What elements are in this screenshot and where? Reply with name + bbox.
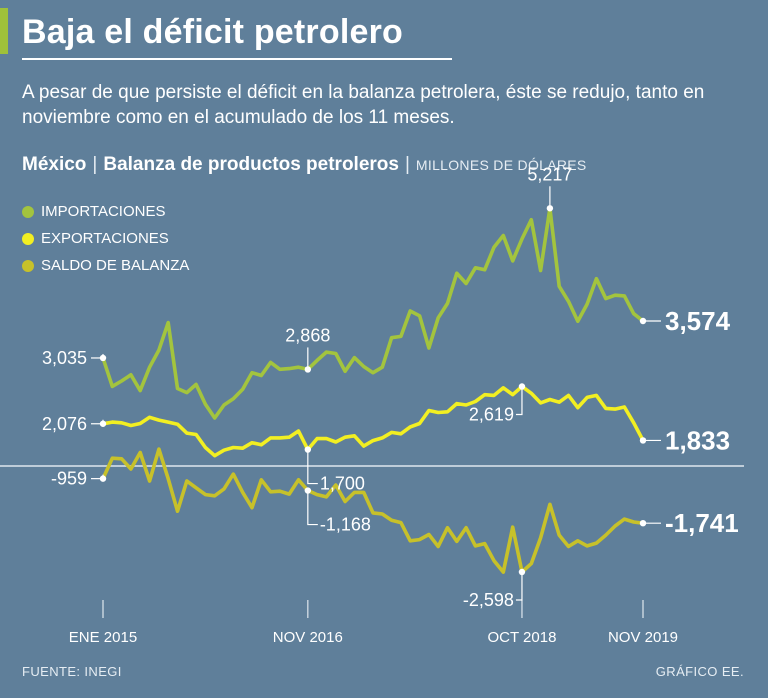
legend-dot-saldo xyxy=(22,259,34,272)
annotation-label-6: 2,619 xyxy=(469,405,514,425)
page-title: Baja el déficit petrolero xyxy=(22,13,403,51)
annotation-leader-9 xyxy=(307,490,318,526)
x-tick-label-2: OCT 2018 xyxy=(487,629,556,646)
annotation-leader-6 xyxy=(515,386,523,416)
annotation-dot-1 xyxy=(304,366,312,373)
annotation-dot-6 xyxy=(518,383,526,390)
annotation-label-5: 1,700 xyxy=(320,474,365,494)
annotation-dot-11 xyxy=(639,519,647,527)
exportaciones-line xyxy=(101,384,645,458)
chart-legend: IMPORTACIONES EXPORTACIONES SALDO DE BAL… xyxy=(22,198,189,279)
annotation-dot-7 xyxy=(639,437,647,444)
legend-item-saldo: SALDO DE BALANZA xyxy=(22,252,189,279)
annotation-label-11: -1,741 xyxy=(665,508,739,538)
legend-label-saldo: SALDO DE BALANZA xyxy=(41,257,190,274)
title-underline xyxy=(22,58,452,60)
annotation-label-0: 3,035 xyxy=(42,348,87,368)
annotation-label-3: 3,574 xyxy=(665,306,731,336)
annotation-dot-8 xyxy=(99,475,107,482)
x-tick-label-1: NOV 2016 xyxy=(273,629,343,646)
source-note: FUENTE: INEGI xyxy=(22,664,122,679)
annotation-dot-10 xyxy=(518,568,526,576)
title-accent-bar xyxy=(0,8,8,54)
annotation-dot-5 xyxy=(304,446,312,453)
annotation-label-8: -959 xyxy=(51,469,87,489)
x-tick-label-3: NOV 2019 xyxy=(608,629,678,646)
annotation-dot-4 xyxy=(99,420,107,427)
x-tick-label-0: ENE 2015 xyxy=(69,629,137,646)
chart-header: México | Balanza de productos petroleros | M… xyxy=(22,154,587,176)
annotation-leader-5 xyxy=(307,449,318,485)
legend-dot-importaciones xyxy=(22,205,34,218)
annotation-label-9: -1,168 xyxy=(320,515,371,535)
annotation-label-7: 1,833 xyxy=(665,425,730,455)
legend-label-importaciones: IMPORTACIONES xyxy=(41,203,166,220)
legend-item-importaciones: IMPORTACIONES xyxy=(22,198,189,225)
annotation-dot-9 xyxy=(304,487,312,494)
credit-note: GRÁFICO EE. xyxy=(655,664,744,679)
annotation-dot-0 xyxy=(99,354,107,362)
saldo-balanza-line xyxy=(101,447,645,574)
legend-item-exportaciones: EXPORTACIONES xyxy=(22,225,189,252)
chart-header-separator-2: | xyxy=(404,154,410,175)
annotation-label-1: 2,868 xyxy=(285,325,330,345)
annotation-label-10: -2,598 xyxy=(463,590,514,610)
annotation-label-4: 2,076 xyxy=(42,414,87,434)
chart-country: México xyxy=(22,154,87,175)
annotation-label-2: 5,217 xyxy=(527,164,572,184)
chart-header-separator: | xyxy=(92,154,98,175)
chart-name: Balanza de productos petroleros xyxy=(103,154,399,175)
legend-label-exportaciones: EXPORTACIONES xyxy=(41,230,169,247)
annotation-leader-10 xyxy=(515,572,523,601)
importaciones-line xyxy=(101,206,645,420)
subtitle: A pesar de que persiste el déficit en la… xyxy=(22,82,705,128)
annotation-dot-2 xyxy=(546,205,554,212)
chart-units: MILLONES DE DÓLARES xyxy=(415,157,587,173)
legend-dot-exportaciones xyxy=(22,232,34,245)
annotation-dot-3 xyxy=(639,317,647,325)
